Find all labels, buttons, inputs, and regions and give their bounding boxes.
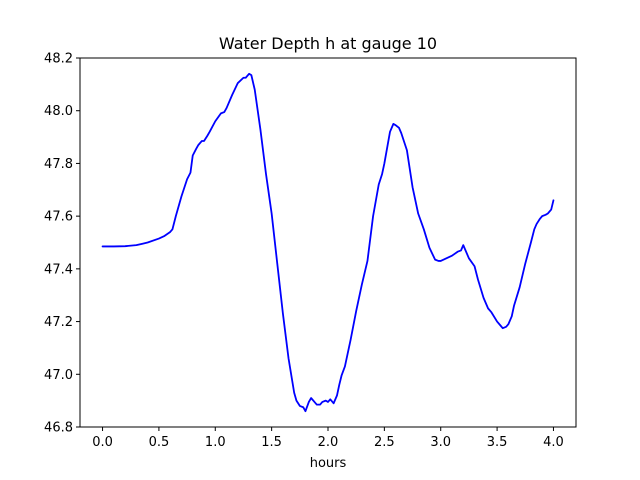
y-tick-label: 48.2 <box>44 52 73 67</box>
x-tick-label: 0.5 <box>149 435 170 450</box>
x-axis-label: hours <box>310 456 347 471</box>
chart-title: Water Depth h at gauge 10 <box>219 34 437 53</box>
x-axis-ticks: 0.0 0.5 1.0 1.5 2.0 2.5 3.0 3.5 4.0 <box>92 427 564 450</box>
x-tick-label: 2.0 <box>318 435 339 450</box>
y-tick-label: 47.2 <box>44 315 73 330</box>
y-tick-label: 47.4 <box>44 262 73 277</box>
y-axis-ticks: 46.8 47.0 47.2 47.4 47.6 47.8 48.0 48.2 <box>44 52 80 436</box>
series-line <box>101 72 555 413</box>
y-tick-label: 47.6 <box>44 210 73 225</box>
x-tick-label: 3.5 <box>487 435 508 450</box>
x-tick-label: 0.0 <box>92 435 113 450</box>
y-tick-label: 47.8 <box>44 157 73 172</box>
y-tick-label: 46.8 <box>44 421 73 436</box>
x-tick-label: 1.0 <box>205 435 226 450</box>
x-tick-label: 1.5 <box>261 435 282 450</box>
x-tick-label: 4.0 <box>543 435 564 450</box>
y-tick-label: 48.0 <box>44 104 73 119</box>
y-tick-label: 47.0 <box>44 368 73 383</box>
x-tick-label: 3.0 <box>430 435 451 450</box>
x-tick-label: 2.5 <box>374 435 395 450</box>
